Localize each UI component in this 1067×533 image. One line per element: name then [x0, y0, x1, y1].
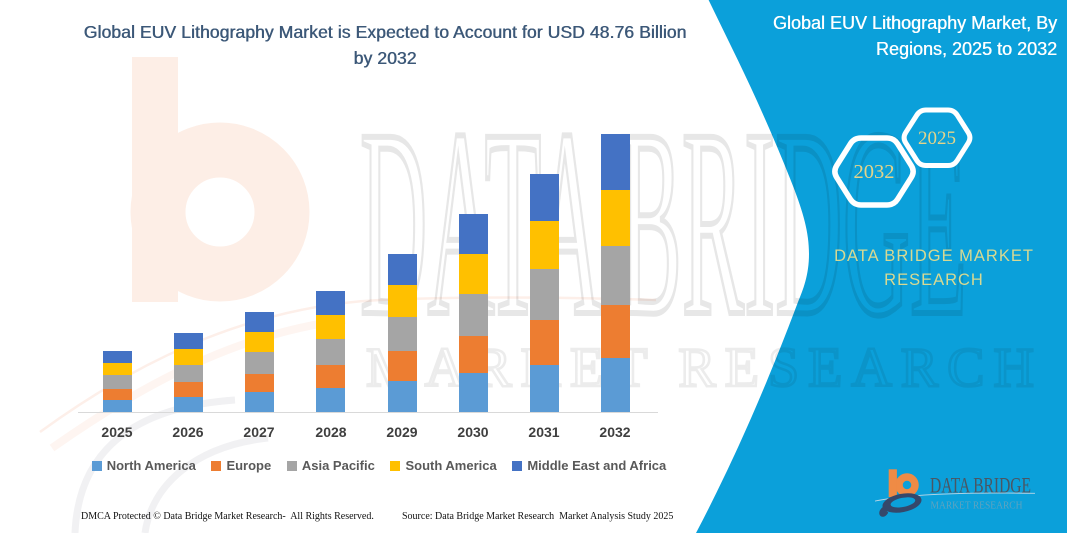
svg-text:DATA BRIDGE: DATA BRIDGE — [930, 473, 1031, 498]
svg-text:2032: 2032 — [854, 161, 895, 183]
svg-text:MARKET RESEARCH: MARKET RESEARCH — [931, 500, 1023, 512]
svg-text:2025: 2025 — [918, 128, 956, 149]
